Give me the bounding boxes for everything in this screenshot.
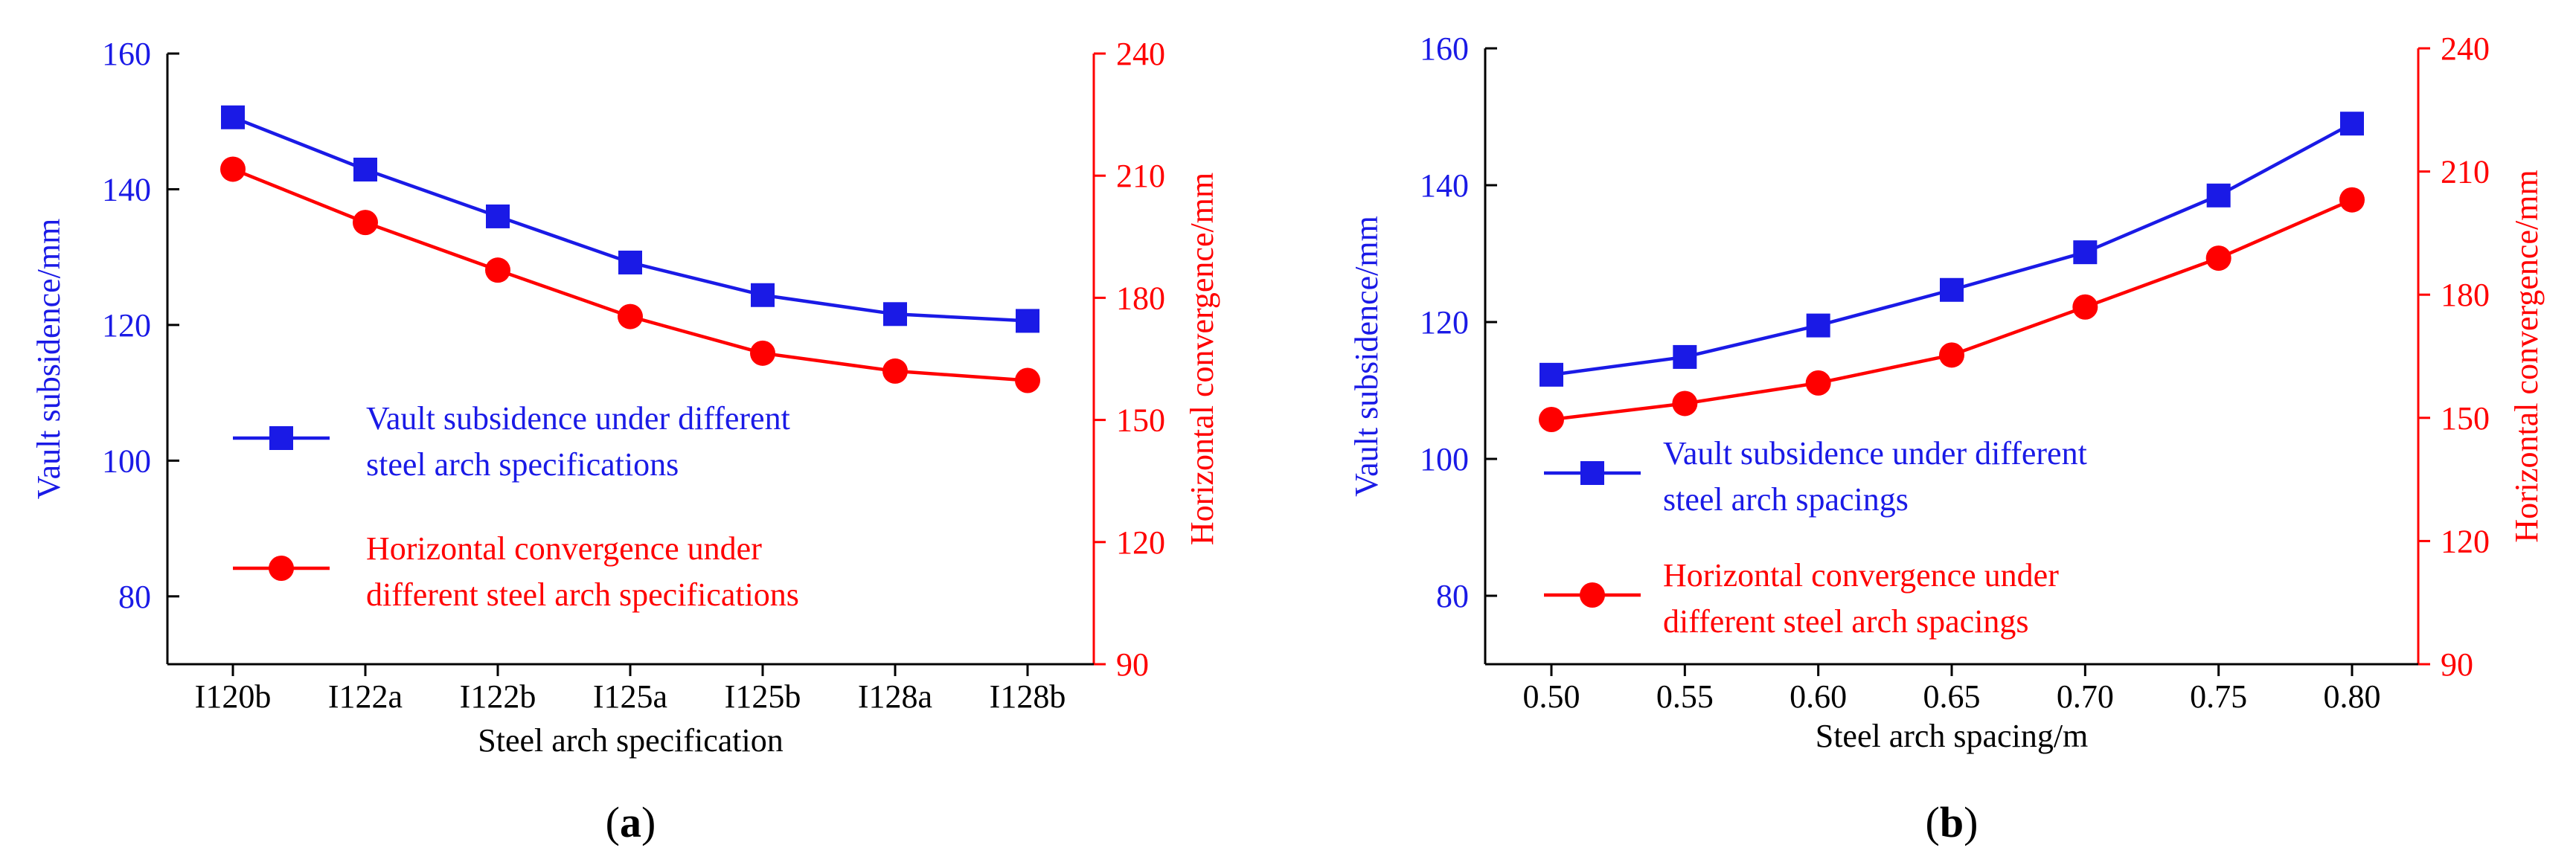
legend-label-line: Vault subsidence under different [1663, 435, 2087, 472]
data-point-circle [353, 210, 378, 236]
right-y-tick-label: 150 [2441, 400, 2490, 437]
data-point-circle [618, 303, 643, 329]
data-point-square [221, 105, 245, 129]
data-point-square [353, 157, 377, 181]
legend-label-line: steel arch specifications [366, 446, 679, 483]
right-y-tick-label: 180 [2441, 277, 2490, 313]
legend-marker-circle [269, 556, 294, 581]
x-tick-label: I120b [195, 678, 272, 715]
left-y-tick-label: 100 [1420, 441, 1469, 478]
data-point-circle [1672, 390, 1698, 417]
data-point-circle [1805, 370, 1831, 396]
left-y-tick-label: 100 [102, 443, 151, 479]
right-y-tick-label: 90 [2441, 646, 2473, 683]
left-y-tick-label: 80 [118, 579, 151, 615]
series-line-2 [1551, 198, 2353, 422]
right-y-tick-label: 240 [2441, 30, 2490, 67]
x-tick-label: I122b [460, 678, 536, 715]
data-point-circle [485, 257, 510, 283]
left-y-tick-label: 160 [102, 36, 151, 72]
data-point-circle [2339, 187, 2365, 213]
legend-marker-square [1580, 461, 1604, 485]
panel-label-letter: b [1940, 798, 1964, 846]
data-point-square [618, 250, 642, 274]
data-point-square [1806, 313, 1830, 338]
right-y-tick-label: 90 [1116, 646, 1149, 683]
panel-label: (b) [1926, 798, 1979, 846]
left-y-axis-title: Vault subsidence/mm [31, 219, 67, 500]
x-tick-label: I125a [593, 678, 667, 715]
left-y-tick-label: 80 [1436, 578, 1469, 614]
left-y-tick-label: 140 [102, 171, 151, 208]
chart-panel-a: 80 100 120 140 160 90 120 150 180 210 240 I120b I122… [31, 36, 1220, 846]
data-point-circle [1539, 407, 1564, 433]
legend-label-line: steel arch spacings [1663, 481, 1909, 518]
x-tick-label: 0.60 [1790, 678, 1847, 715]
left-y-tick-label: 160 [1420, 30, 1469, 67]
x-tick-label: I125b [725, 678, 801, 715]
x-tick-label: I128a [858, 678, 932, 715]
data-point-circle [1939, 342, 1964, 368]
data-point-square [751, 283, 775, 307]
x-tick-label: 0.80 [2324, 678, 2381, 715]
left-y-tick-label: 140 [1420, 167, 1469, 204]
data-point-circle [750, 340, 775, 366]
x-tick-label: I128b [990, 678, 1066, 715]
data-point-square [2073, 240, 2098, 265]
panel-label-letter: a [620, 798, 641, 846]
data-point-square [1539, 362, 1563, 387]
data-point-square [1673, 344, 1697, 369]
data-point-square [1940, 277, 1964, 302]
x-tick-label: 0.70 [2057, 678, 2114, 715]
data-point-circle [1015, 367, 1040, 393]
x-tick-label: 0.75 [2190, 678, 2247, 715]
left-y-tick-label: 120 [1420, 304, 1469, 341]
x-tick-label: I122a [328, 678, 403, 715]
x-tick-label: 0.65 [1923, 678, 1981, 715]
legend-label-line: Horizontal convergence under [366, 530, 762, 567]
right-y-axis-title: Horizontal convergence/mm [2508, 170, 2545, 542]
right-y-tick-label: 120 [1116, 524, 1165, 561]
data-point-circle [220, 156, 246, 182]
series-line-2 [232, 167, 1028, 382]
left-y-axis-title: Vault subsidence/mm [1348, 216, 1385, 497]
x-tick-label: 0.55 [1656, 678, 1714, 715]
series-line-1 [1551, 122, 2354, 377]
legend-label-line: Vault subsidence under different [366, 400, 790, 437]
x-tick-label: 0.50 [1523, 678, 1580, 715]
data-point-square [2340, 112, 2364, 136]
left-y-tick-label: 120 [102, 307, 151, 344]
legend-label-line: Horizontal convergence under [1663, 557, 2059, 594]
chart-panel-b: 80 100 120 140 160 90 120 150 180 210 240 0.50 0.55 0… [1348, 30, 2545, 846]
panel-label-open-paren: ( [606, 798, 620, 846]
legend-marker-circle [1580, 582, 1605, 608]
data-point-circle [2072, 294, 2098, 320]
panel-label-close-paren: ) [1964, 798, 1978, 846]
data-point-circle [882, 358, 908, 384]
right-y-tick-label: 180 [1116, 280, 1165, 316]
data-point-square [486, 204, 510, 228]
x-axis-title: Steel arch specification [478, 722, 783, 759]
legend-label-line: different steel arch specifications [366, 576, 799, 613]
panel-label-open-paren: ( [1926, 798, 1940, 846]
legend-marker-square [269, 426, 293, 450]
data-point-square [1016, 309, 1039, 333]
right-y-tick-label: 240 [1116, 36, 1165, 72]
right-y-tick-label: 210 [2441, 154, 2490, 190]
data-point-square [883, 302, 907, 327]
right-y-tick-label: 150 [1116, 402, 1165, 439]
data-point-square [2206, 183, 2231, 208]
legend-label-line: different steel arch spacings [1663, 603, 2029, 640]
panel-label-close-paren: ) [641, 798, 656, 846]
right-y-axis-title: Horizontal convergence/mm [1184, 173, 1220, 545]
series-line-1 [232, 115, 1028, 323]
right-y-tick-label: 120 [2441, 523, 2490, 559]
panel-label: (a) [606, 798, 656, 846]
right-y-tick-label: 210 [1116, 158, 1165, 194]
data-point-circle [2205, 245, 2231, 271]
x-axis-title: Steel arch spacing/m [1816, 718, 2089, 754]
